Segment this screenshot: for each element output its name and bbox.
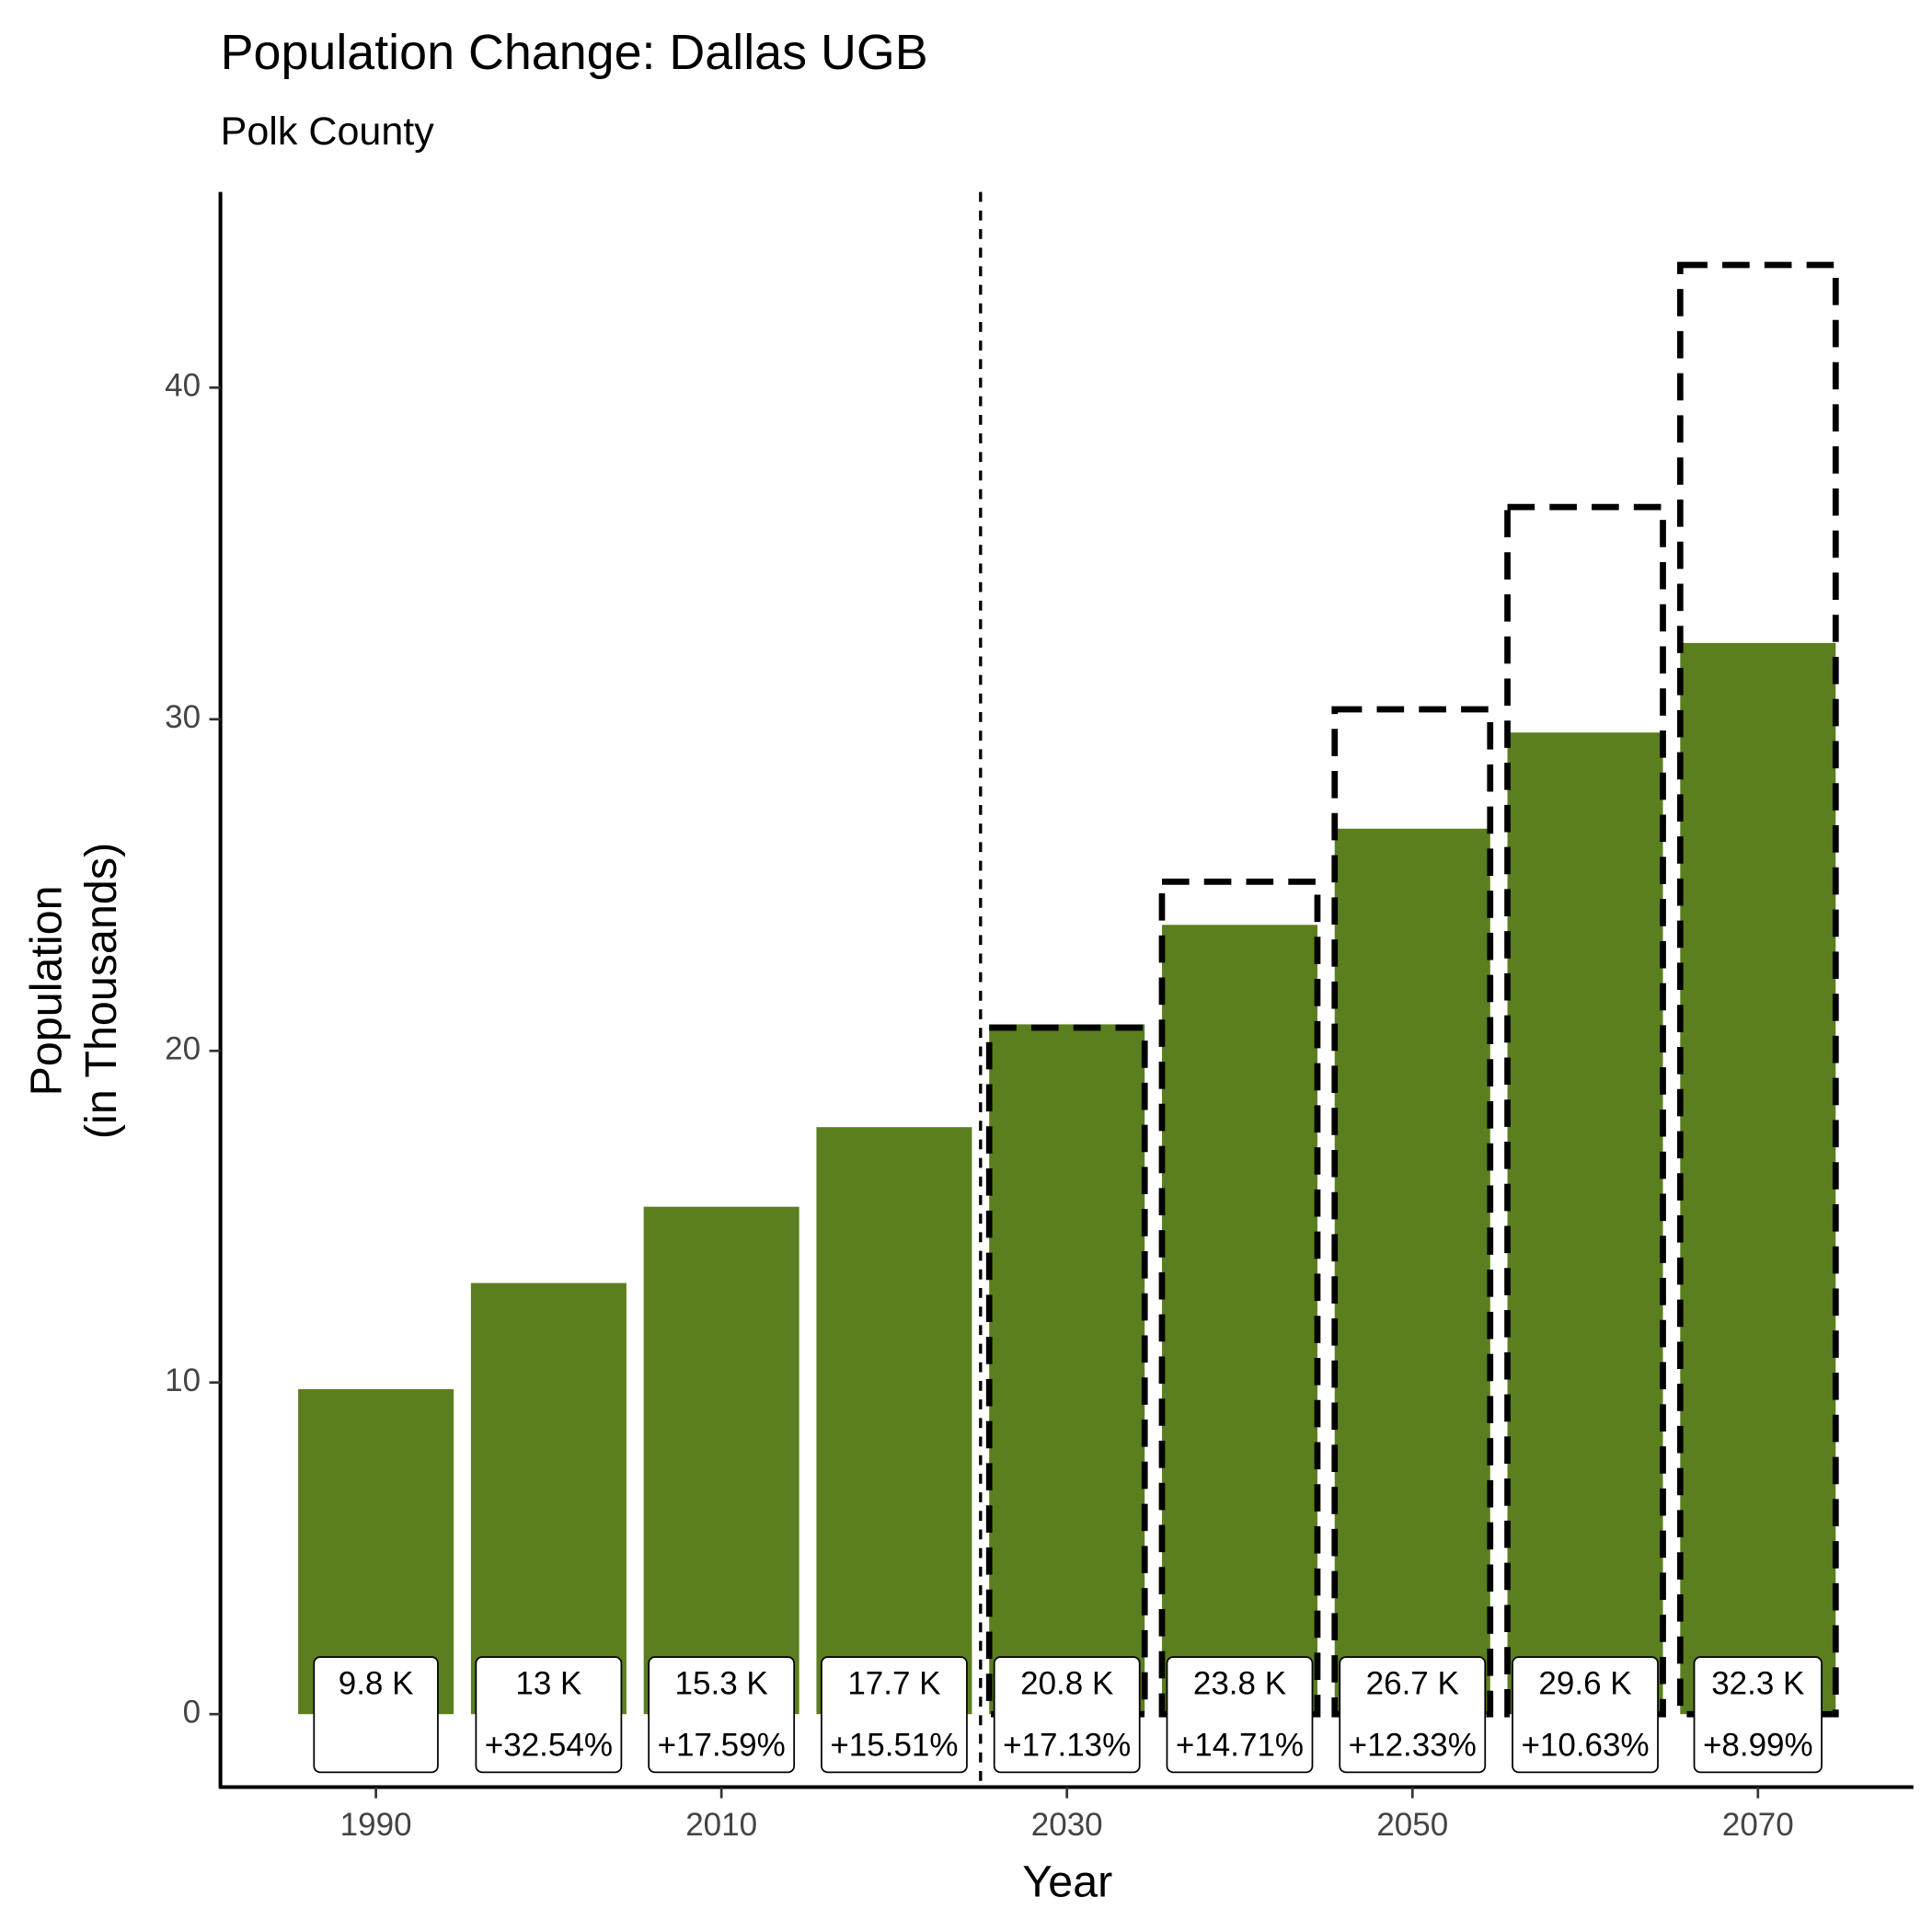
change-label: +8.99% [1703,1728,1813,1764]
x-tick-label: 2010 [685,1807,757,1843]
change-label: +32.54% [485,1728,613,1764]
label-box [993,1656,1141,1774]
change-label: +15.51% [830,1728,958,1764]
label-box [821,1656,968,1774]
change-label: +10.63% [1521,1728,1649,1764]
x-tick-label: 2050 [1376,1807,1448,1843]
bar [1507,732,1663,1715]
value-label: 13 K [515,1665,581,1701]
value-label: 20.8 K [1020,1665,1113,1701]
value-label: 17.7 K [847,1665,940,1701]
value-label: 9.8 K [339,1665,414,1701]
bar [989,1024,1145,1715]
label-box [1339,1656,1487,1774]
projection-bar [1676,261,1839,1718]
chart-title: Population Change: Dallas UGB [221,25,928,80]
value-label: 23.8 K [1193,1665,1286,1701]
bar [1334,828,1490,1715]
value-label: 26.7 K [1366,1665,1459,1701]
label-box [313,1656,439,1774]
label-box [1166,1656,1314,1774]
x-tick-label: 2030 [1031,1807,1103,1843]
y-axis-title: Population [22,885,72,1096]
value-label: 29.6 K [1538,1665,1631,1701]
x-tick-label: 2070 [1722,1807,1794,1843]
change-label: +14.71% [1176,1728,1304,1764]
value-label: 32.3 K [1711,1665,1804,1701]
label-box [1512,1656,1659,1774]
chart-subtitle: Polk County [221,109,435,154]
change-label: +17.13% [1003,1728,1131,1764]
x-tick-label: 1990 [340,1807,412,1843]
y-tick-label: 0 [183,1694,201,1730]
x-axis-title: Year [1022,1857,1112,1907]
y-tick-label: 20 [165,1031,201,1067]
y-tick-label: 10 [165,1363,201,1398]
change-label: +17.59% [658,1728,786,1764]
label-box [648,1656,796,1774]
bar [1680,642,1836,1715]
label-box [1693,1656,1823,1774]
bar [816,1127,972,1715]
bar [470,1282,627,1715]
y-tick-label: 30 [165,699,201,735]
y-tick-label: 40 [165,368,201,404]
bar [643,1206,799,1715]
change-label: +12.33% [1349,1728,1477,1764]
label-box [475,1656,623,1774]
y-axis-title: (in Thousands) [76,843,126,1139]
bar [1161,925,1317,1715]
value-label: 15.3 K [675,1665,768,1701]
